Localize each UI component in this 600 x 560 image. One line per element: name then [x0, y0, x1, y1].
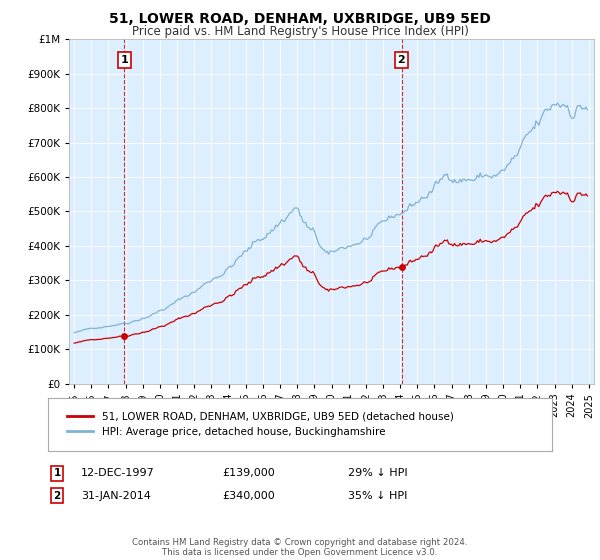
Text: 2: 2 — [53, 491, 61, 501]
Text: £340,000: £340,000 — [222, 491, 275, 501]
Text: 35% ↓ HPI: 35% ↓ HPI — [348, 491, 407, 501]
Text: 29% ↓ HPI: 29% ↓ HPI — [348, 468, 407, 478]
Text: Price paid vs. HM Land Registry's House Price Index (HPI): Price paid vs. HM Land Registry's House … — [131, 25, 469, 38]
Text: 12-DEC-1997: 12-DEC-1997 — [81, 468, 155, 478]
Text: 31-JAN-2014: 31-JAN-2014 — [81, 491, 151, 501]
Text: 1: 1 — [53, 468, 61, 478]
Text: Contains HM Land Registry data © Crown copyright and database right 2024.
This d: Contains HM Land Registry data © Crown c… — [132, 538, 468, 557]
Text: 1: 1 — [121, 55, 128, 65]
Text: 51, LOWER ROAD, DENHAM, UXBRIDGE, UB9 5ED: 51, LOWER ROAD, DENHAM, UXBRIDGE, UB9 5E… — [109, 12, 491, 26]
Legend: 51, LOWER ROAD, DENHAM, UXBRIDGE, UB9 5ED (detached house), HPI: Average price, : 51, LOWER ROAD, DENHAM, UXBRIDGE, UB9 5E… — [63, 408, 458, 441]
Text: 2: 2 — [398, 55, 406, 65]
Text: £139,000: £139,000 — [222, 468, 275, 478]
